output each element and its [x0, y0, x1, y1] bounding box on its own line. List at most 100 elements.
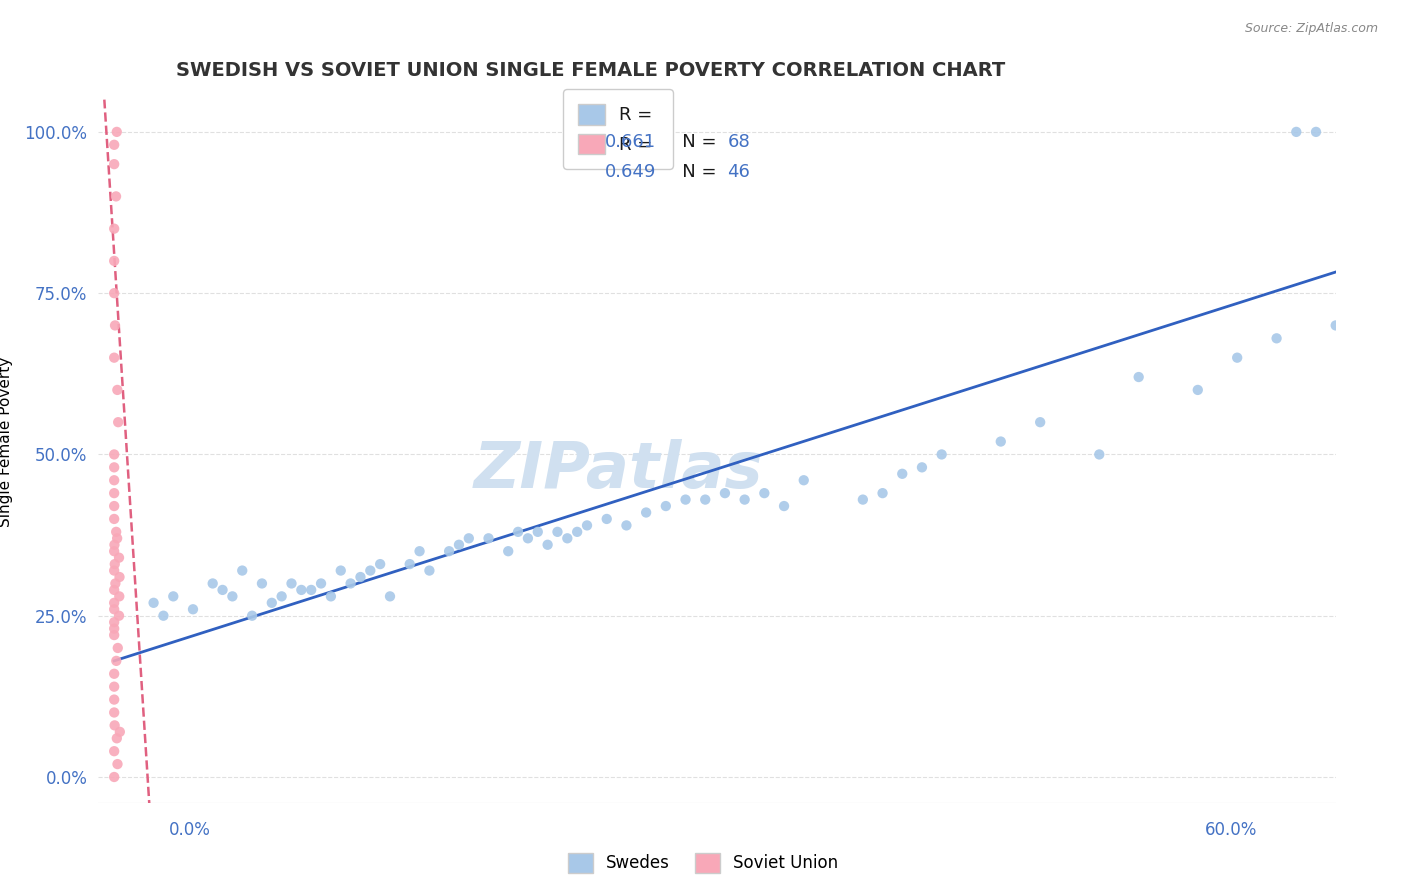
Point	[872, 486, 894, 500]
Point	[105, 731, 128, 746]
Point	[250, 576, 273, 591]
Point	[103, 770, 125, 784]
Point	[1305, 125, 1327, 139]
Point	[108, 550, 131, 565]
Point	[105, 125, 128, 139]
Point	[103, 157, 125, 171]
Point	[309, 576, 332, 591]
Y-axis label: Single Female Poverty: Single Female Poverty	[0, 357, 13, 526]
Point	[105, 654, 128, 668]
Point	[103, 622, 125, 636]
Point	[931, 447, 953, 461]
Point	[1029, 415, 1052, 429]
Point	[280, 576, 302, 591]
Point	[1324, 318, 1347, 333]
Point	[506, 524, 529, 539]
Point	[911, 460, 934, 475]
Point	[103, 692, 125, 706]
Text: 46: 46	[727, 163, 751, 181]
Point	[103, 706, 125, 720]
Point	[891, 467, 914, 481]
Point	[104, 318, 127, 333]
Point	[546, 524, 568, 539]
Point	[103, 680, 125, 694]
Point	[349, 570, 371, 584]
Point	[103, 538, 125, 552]
Point	[103, 602, 125, 616]
Point	[793, 473, 815, 487]
Point	[103, 460, 125, 475]
Point	[105, 383, 128, 397]
Point	[516, 531, 538, 545]
Text: 0.661: 0.661	[605, 133, 657, 151]
Point	[181, 602, 204, 616]
Point	[526, 524, 548, 539]
Point	[103, 254, 125, 268]
Point	[754, 486, 776, 500]
Point	[655, 499, 678, 513]
Text: N =: N =	[665, 163, 723, 181]
Point	[103, 564, 125, 578]
Point	[398, 557, 420, 571]
Point	[103, 137, 125, 152]
Text: 0.649: 0.649	[605, 163, 657, 181]
Point	[103, 447, 125, 461]
Text: 68: 68	[727, 133, 751, 151]
Point	[368, 557, 391, 571]
Point	[567, 524, 589, 539]
Point	[108, 724, 131, 739]
Point	[299, 582, 322, 597]
Text: Source: ZipAtlas.com: Source: ZipAtlas.com	[1244, 22, 1378, 36]
Text: SWEDISH VS SOVIET UNION SINGLE FEMALE POVERTY CORRELATION CHART: SWEDISH VS SOVIET UNION SINGLE FEMALE PO…	[176, 62, 1005, 80]
Point	[231, 564, 253, 578]
Point	[1226, 351, 1249, 365]
Text: ZIPatlas: ZIPatlas	[474, 440, 763, 501]
Point	[1088, 447, 1111, 461]
Point	[1384, 331, 1406, 345]
Point	[107, 415, 129, 429]
Point	[408, 544, 430, 558]
Point	[103, 499, 125, 513]
Point	[1187, 383, 1209, 397]
Point	[557, 531, 579, 545]
Point	[162, 590, 184, 604]
Point	[418, 564, 440, 578]
Point	[103, 351, 125, 365]
Point	[103, 744, 125, 758]
Point	[260, 596, 283, 610]
Point	[378, 590, 401, 604]
Point	[103, 286, 125, 301]
Point	[152, 608, 174, 623]
Point	[103, 628, 125, 642]
Point	[103, 473, 125, 487]
Point	[359, 564, 381, 578]
Point	[447, 538, 470, 552]
Text: N =: N =	[665, 133, 723, 151]
Point	[103, 615, 125, 630]
Point	[107, 640, 129, 655]
Point	[108, 570, 131, 584]
Point	[201, 576, 224, 591]
Point	[636, 506, 658, 520]
Point	[221, 590, 243, 604]
Point	[616, 518, 638, 533]
Point	[108, 590, 131, 604]
Point	[103, 596, 125, 610]
Point	[142, 596, 165, 610]
Point	[103, 221, 125, 235]
Point	[852, 492, 875, 507]
Point	[270, 590, 292, 604]
Point	[290, 582, 312, 597]
Point	[576, 518, 599, 533]
Point	[105, 189, 128, 203]
Legend: Swedes, Soviet Union: Swedes, Soviet Union	[561, 847, 845, 880]
Point	[714, 486, 737, 500]
Point	[240, 608, 263, 623]
Legend: R = , R = : R = , R =	[564, 89, 673, 169]
Text: 0.0%: 0.0%	[169, 821, 211, 838]
Point	[104, 576, 127, 591]
Point	[104, 718, 127, 732]
Point	[105, 531, 128, 545]
Point	[477, 531, 499, 545]
Point	[103, 666, 125, 681]
